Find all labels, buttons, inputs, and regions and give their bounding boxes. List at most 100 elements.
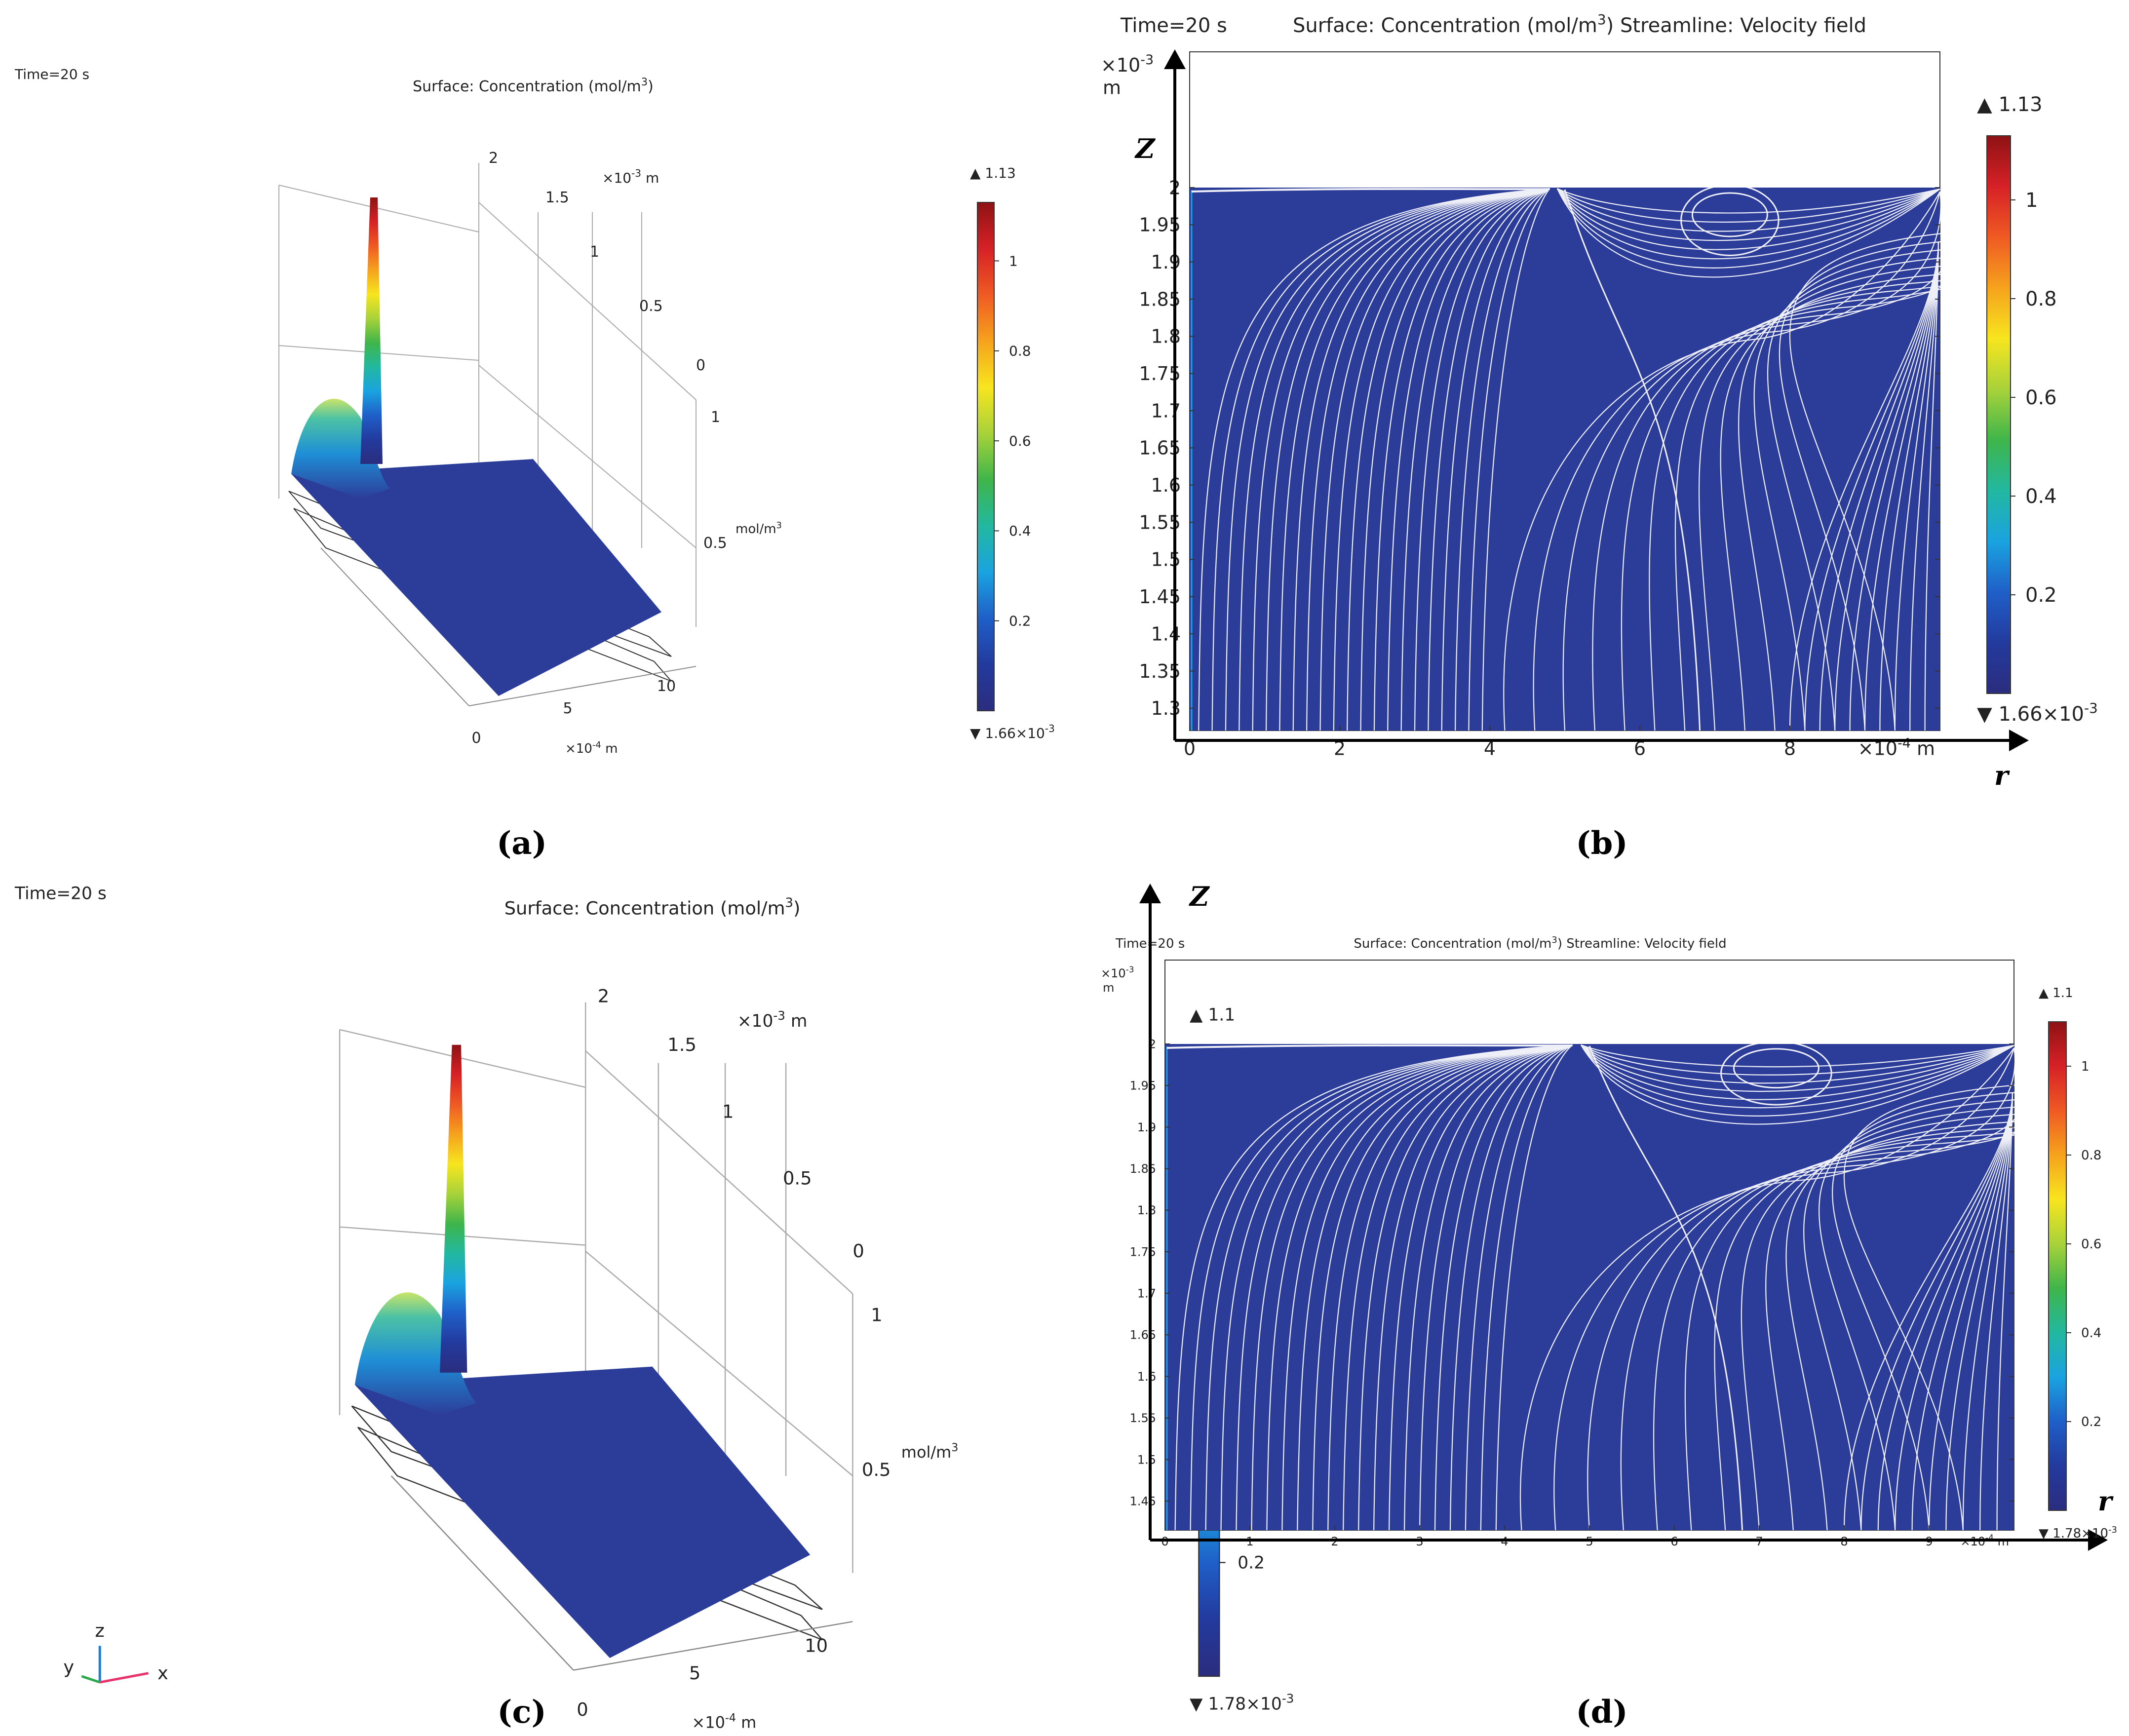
streamline	[1495, 1044, 1573, 1531]
colorbar-max-label: ▲ 1.1	[2039, 986, 2073, 1001]
x-axis-label: ×10-4 m	[565, 740, 618, 757]
colorbar-tick-label: 0.2	[1009, 613, 1031, 629]
x-tick-label: 5	[1586, 1535, 1593, 1548]
vortex	[1680, 184, 1780, 256]
z-tick-label: 0.5	[703, 535, 727, 552]
r-arrow-head	[2088, 1529, 2108, 1551]
streamline	[1819, 241, 1939, 731]
streamline	[1894, 241, 1939, 731]
panel-c: Time=20 s Surface: Concentration (mol/m3)…	[14, 884, 1294, 1732]
streamline	[1319, 188, 1550, 731]
panel-caption: (a)	[497, 825, 547, 862]
x-tick-label: 3	[1416, 1535, 1423, 1548]
concentration-peak	[360, 197, 383, 464]
y-tick-label: 1.85	[1130, 1162, 1156, 1176]
colorbar-tick-label: 0.2	[1238, 1553, 1265, 1573]
colorbar-tick-label: 0.2	[2081, 1415, 2101, 1429]
streamlines	[1191, 184, 2074, 731]
streamline	[1449, 1044, 1573, 1531]
streamline	[1166, 1044, 1573, 1049]
floor-edge	[320, 547, 469, 706]
streamline	[1556, 188, 1940, 269]
streamline	[1785, 1047, 2129, 1531]
colorbar-tick-label: 0.2	[2025, 584, 2057, 607]
colorbar	[977, 202, 995, 711]
streamline	[1864, 241, 1939, 731]
depth-axis-label: ×10-3 m	[602, 167, 659, 186]
streamline	[1480, 1044, 1573, 1531]
depth-tick-label: 1.5	[545, 189, 569, 206]
depth-tick-label: 1	[590, 243, 599, 261]
time-label: Time=20 s	[1120, 14, 1227, 37]
z-arrow-head	[1139, 884, 1161, 903]
streamline	[1879, 241, 1939, 731]
colorbar-tick-label: 0.6	[2025, 386, 2057, 409]
x-tick-label: 10	[657, 678, 676, 695]
x-tick-label: 5	[689, 1662, 700, 1684]
streamline	[1465, 1044, 1573, 1531]
colorbar-tick-label: 0.4	[2081, 1326, 2101, 1341]
streamline	[1580, 1044, 2014, 1125]
depth-tick-label: 1	[722, 1101, 734, 1122]
streamline	[1266, 1044, 1573, 1531]
streamline	[1347, 188, 1550, 731]
y-tick-label: 1.75	[1130, 1245, 1156, 1259]
streamline	[1877, 1092, 2013, 1531]
x-tick-label: 5	[563, 700, 572, 717]
z-arrow-head	[1164, 49, 1186, 69]
streamline	[1556, 188, 1940, 278]
streamline	[1358, 1044, 1573, 1531]
axis-box	[278, 163, 697, 627]
concentration-surface	[291, 459, 661, 696]
r-arrow-head	[2009, 730, 2029, 751]
streamline	[1251, 1044, 1573, 1531]
streamline	[1621, 191, 1974, 731]
streamline	[1962, 1092, 2013, 1531]
colorbar-tick-label: 0.6	[1009, 433, 1031, 449]
y-axis-scale: ×10-3	[1101, 965, 1134, 980]
floor-edge	[390, 1475, 574, 1671]
streamline	[1581, 1044, 2014, 1076]
depth-tick-label: 1.5	[667, 1034, 697, 1055]
streamline	[1279, 188, 1550, 731]
r-axis-letter: r	[1994, 760, 2010, 791]
streamline	[1434, 1044, 1573, 1531]
colorbar-min-label: ▼ 1.66×10-3	[970, 723, 1055, 741]
streamline	[1343, 1044, 1573, 1531]
plot-title: Surface: Concentration (mol/m3)	[413, 76, 654, 95]
streamline	[1198, 188, 1550, 731]
x-tick-label: 7	[1755, 1535, 1763, 1548]
z-axis-letter: Z	[1134, 133, 1156, 164]
streamline	[1581, 1044, 2014, 1092]
streamline	[1220, 1044, 1573, 1531]
streamline	[1556, 188, 1940, 241]
grid-line	[585, 1050, 853, 1294]
streamline	[1587, 1047, 2016, 1531]
streamline	[1557, 188, 1940, 223]
concentration-peak	[440, 1044, 467, 1373]
streamline	[1849, 241, 1939, 731]
colorbar-max-label: ▲ 1.13	[970, 165, 1016, 181]
vortex	[1733, 1048, 1819, 1089]
streamline	[1236, 1044, 1573, 1531]
streamline	[1819, 1047, 2129, 1531]
panel-b: Time=20 s Surface: Concentration (mol/m3)…	[1101, 11, 2098, 792]
streamline	[1190, 1044, 1573, 1531]
y-tick-label: 1.7	[1137, 1287, 1156, 1301]
floor-edge	[573, 1620, 853, 1671]
grid-line	[478, 202, 697, 400]
streamline	[1767, 191, 2074, 731]
axis-box	[339, 1002, 853, 1573]
z-axis-label: mol/m3	[735, 520, 782, 537]
streamline	[1834, 241, 1939, 731]
streamline	[1419, 1044, 1573, 1531]
streamline	[1789, 191, 2074, 731]
grid-line	[478, 365, 697, 548]
x-tick-label: 6	[1670, 1535, 1678, 1548]
streamline	[1441, 188, 1550, 731]
r-axis-letter: r	[2098, 1485, 2114, 1517]
streamline	[1265, 188, 1550, 731]
streamline	[1191, 188, 1550, 193]
y-tick-label: 1.65	[1130, 1328, 1156, 1342]
